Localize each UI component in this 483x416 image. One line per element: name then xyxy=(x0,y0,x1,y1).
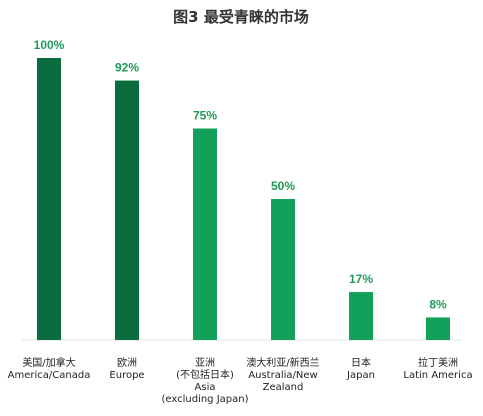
category-label-2-line-0: 亚洲 xyxy=(195,357,215,369)
category-label-0-line-0: 美国/加拿大 xyxy=(22,356,75,369)
category-label-0-line-1: America/Canada xyxy=(8,370,91,381)
bar-0 xyxy=(37,58,61,340)
bar-5 xyxy=(426,317,450,340)
value-label-5: 8% xyxy=(429,297,447,311)
category-label-3-line-0: 澳大利亚/新西兰 xyxy=(246,356,319,369)
value-labels-group: 100% 92% 75% 50% 17% 8% xyxy=(34,38,447,311)
bar-3 xyxy=(271,199,295,340)
category-label-3-line-1: Australia/New xyxy=(248,370,317,381)
value-label-2: 75% xyxy=(193,109,217,123)
bar-4 xyxy=(349,292,373,340)
category-label-3-line-2: Zealand xyxy=(263,382,304,393)
value-label-0: 100% xyxy=(34,38,65,52)
category-label-1-line-1: Europe xyxy=(109,370,144,381)
category-label-4-line-0: 日本 xyxy=(351,356,371,369)
value-label-3: 50% xyxy=(271,179,295,193)
bar-2 xyxy=(193,128,217,340)
value-label-1: 92% xyxy=(115,61,139,75)
category-label-2-line-3: (excluding Japan) xyxy=(161,394,248,405)
bar-1 xyxy=(115,80,139,340)
category-label-2-line-2: Asia xyxy=(195,382,216,393)
value-label-4: 17% xyxy=(349,272,373,286)
category-label-4-line-1: Japan xyxy=(346,370,375,381)
chart-title: 图3 最受青睐的市场 xyxy=(173,8,309,26)
category-label-5-line-1: Latin America xyxy=(403,370,472,381)
category-label-2-line-1: (不包括日本) xyxy=(176,368,234,381)
category-label-5-line-0: 拉丁美洲 xyxy=(418,356,458,369)
category-label-1-line-0: 欧洲 xyxy=(117,357,137,369)
bars-group xyxy=(37,58,450,340)
